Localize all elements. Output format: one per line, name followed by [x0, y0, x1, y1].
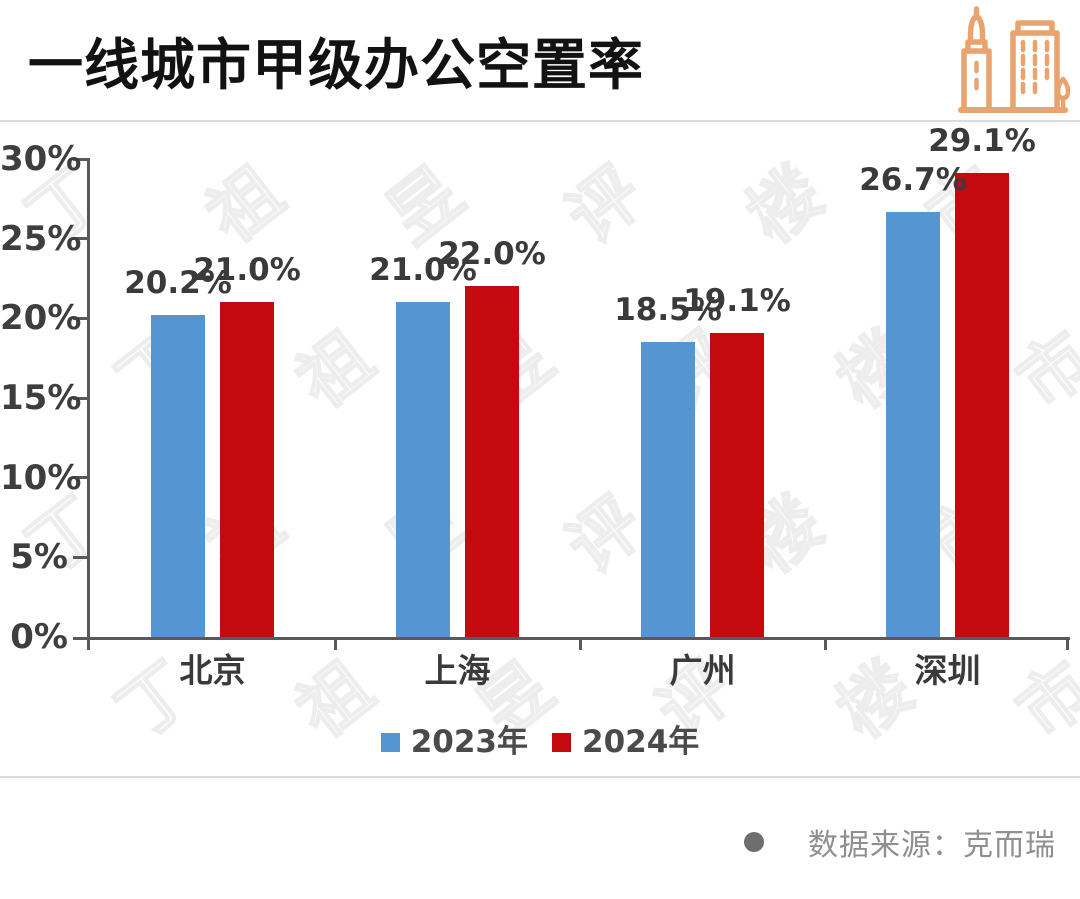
x-axis-line — [73, 637, 1070, 640]
legend-label: 2024年 — [582, 724, 700, 760]
bar-2023-0 — [151, 315, 205, 637]
legend-item-2024: 2024年 — [552, 724, 699, 760]
y-axis-tick — [73, 555, 90, 559]
y-axis-label: 15% — [0, 378, 82, 418]
watermark-glyph: 祖 — [281, 315, 389, 425]
y-axis-label: 10% — [0, 457, 82, 498]
bar-2023-1 — [396, 302, 450, 637]
legend-swatch-icon — [380, 732, 400, 752]
watermark-glyph: 市 — [1001, 315, 1080, 425]
legend-label: 2023年 — [410, 724, 528, 760]
value-label-2023-0: 20.2% — [124, 265, 232, 302]
y-axis-label: 30% — [0, 139, 82, 179]
page-title: 一线城市甲级办公空置率 — [28, 33, 645, 97]
divider-bottom — [0, 776, 1080, 778]
watermark-glyph: 评 — [551, 480, 659, 590]
value-label-2023-2: 18.5% — [614, 292, 722, 329]
x-axis-tick — [823, 637, 827, 650]
bar-2024-1 — [465, 286, 519, 637]
value-label-2024-3: 29.1% — [928, 123, 1036, 160]
y-axis-label: 5% — [10, 537, 68, 578]
y-axis-label: 0% — [10, 617, 68, 657]
bar-2024-0 — [220, 302, 274, 637]
value-label-2024-2: 19.1% — [683, 282, 791, 319]
y-axis-tick — [73, 316, 90, 320]
category-label-1: 上海 — [424, 651, 491, 690]
y-axis-line — [87, 159, 90, 650]
watermark-glyph: 楼 — [731, 150, 839, 260]
category-label-0: 北京 — [179, 651, 246, 690]
source-text: 数据来源：克而瑞 — [808, 828, 1056, 863]
value-label-2023-1: 21.0% — [369, 252, 477, 289]
y-axis-tick — [73, 237, 90, 241]
y-axis-tick — [73, 396, 90, 400]
chart-legend: 2023年 2024年 — [0, 722, 1080, 762]
bar-2023-2 — [641, 342, 695, 637]
y-axis-label: 25% — [0, 218, 82, 259]
value-label-2024-0: 21.0% — [193, 252, 301, 289]
value-label-2024-1: 22.0% — [438, 236, 546, 273]
bar-2024-2 — [710, 332, 764, 637]
bar-2024-3 — [955, 173, 1009, 637]
legend-item-2023: 2023年 — [380, 724, 528, 760]
bullet-icon — [744, 832, 764, 852]
watermark-glyph: 祖 — [191, 150, 299, 260]
x-axis-tick — [578, 637, 582, 650]
legend-swatch-icon — [552, 732, 571, 752]
category-label-3: 深圳 — [914, 651, 981, 690]
y-axis-tick — [73, 476, 90, 480]
category-label-2: 广州 — [669, 651, 736, 690]
watermark-glyph: 评 — [551, 150, 659, 260]
divider-top — [0, 120, 1080, 122]
y-axis-tick — [73, 157, 90, 161]
buildings-icon — [958, 6, 1070, 113]
source-row: 数据来源：克而瑞 — [744, 824, 1056, 863]
bar-2023-3 — [886, 211, 940, 637]
value-label-2023-3: 26.7% — [859, 161, 967, 198]
x-axis-tick — [333, 637, 337, 650]
x-axis-tick — [1065, 637, 1069, 650]
y-axis-label: 20% — [0, 298, 82, 339]
